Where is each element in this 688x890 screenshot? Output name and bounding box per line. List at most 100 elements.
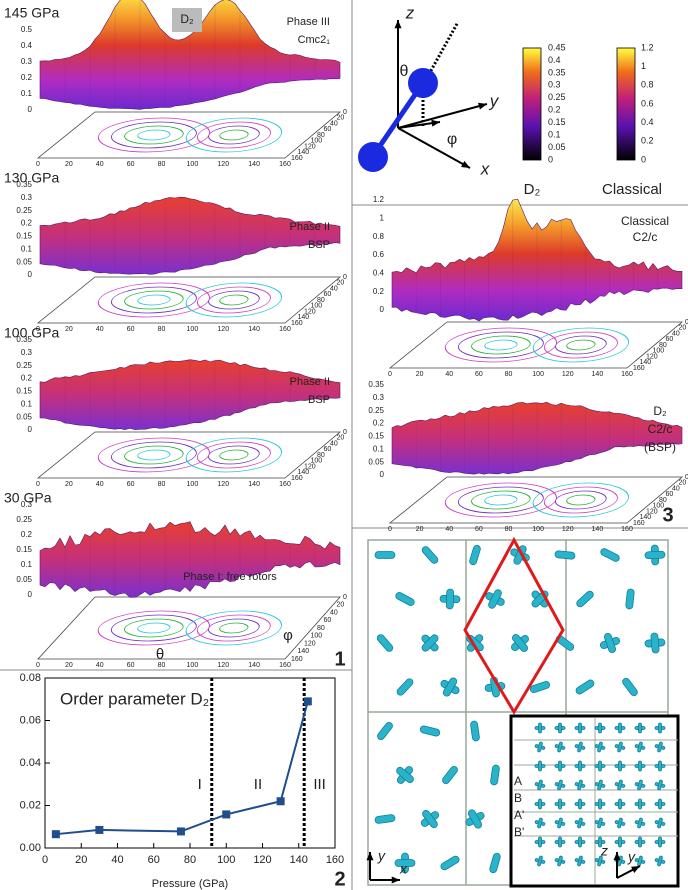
phi-tick-label: 100: [311, 303, 323, 310]
z-tick-label: 0.05: [16, 257, 32, 266]
phi-tick-label: 0: [685, 319, 688, 326]
theta-tick-label: 0: [36, 481, 40, 488]
phi-tick-label: 0: [685, 474, 688, 481]
x-tick-label: 80: [184, 854, 196, 866]
z-tick-label: 0: [380, 470, 385, 479]
molecule: [578, 836, 582, 848]
contour: [137, 294, 171, 306]
phi-tick-label: 80: [659, 342, 667, 349]
theta-tick-label: 160: [279, 326, 291, 333]
molecule: [637, 779, 643, 791]
floor: [388, 321, 684, 369]
contour: [124, 445, 184, 465]
contour: [566, 494, 596, 506]
contour: [219, 129, 249, 141]
molecule: [576, 590, 594, 608]
theta-tick-label: 120: [217, 326, 229, 333]
phi-tick-label: 80: [317, 452, 325, 459]
phi-tick-label: 140: [298, 314, 310, 321]
theta-tick-label: 160: [621, 526, 633, 533]
phi-tick-label: 120: [304, 308, 316, 315]
phi-tick-label: 160: [291, 320, 303, 327]
theta-tick-label: 160: [621, 371, 633, 378]
surface: [39, 521, 341, 598]
z-tick-label: 0.3: [21, 348, 33, 357]
z-tick-label: 0.25: [368, 406, 384, 415]
colorbar-tick-label: 0.6: [641, 98, 654, 108]
molecule: [600, 548, 620, 562]
phi-tick-label: 60: [666, 491, 674, 498]
molecule: [374, 551, 396, 559]
theta-tick-label: 140: [592, 526, 604, 533]
contour: [219, 294, 249, 306]
z-tick-label: 0.5: [21, 25, 33, 34]
molecule: [638, 760, 642, 772]
theta-tick-label: 160: [279, 662, 291, 669]
theta-tick-label: 80: [158, 326, 166, 333]
phi-tick-label: 120: [304, 143, 316, 150]
surface: [391, 198, 683, 322]
z-tick-label: 0.2: [21, 219, 33, 228]
contour: [111, 121, 197, 149]
molecule: [597, 817, 603, 829]
theta-tick-label: 60: [475, 371, 483, 378]
molecule: [618, 760, 622, 772]
region-label: II: [254, 776, 262, 793]
z-tick-label: 0.15: [16, 545, 32, 554]
z-tick-label: 1.2: [373, 195, 385, 204]
panel-number: 1: [334, 648, 345, 670]
molecule: [658, 760, 662, 772]
axis-label: x: [480, 159, 490, 178]
contour: [444, 327, 557, 363]
axis-arrow: [397, 103, 488, 129]
z-tick-label: 0: [28, 425, 33, 434]
z-tick-label: 0: [28, 590, 33, 599]
contour: [185, 117, 283, 153]
molecule: [558, 836, 562, 848]
molecule: [577, 779, 583, 791]
phi-tick-label: 40: [330, 120, 338, 127]
molecule: [650, 632, 660, 654]
contour: [196, 286, 271, 314]
phi-tick-label: 0: [343, 429, 347, 436]
phi-tick-label: 140: [298, 648, 310, 655]
surface: [39, 0, 341, 110]
data-line: [55, 701, 309, 836]
phi-tick-label: 60: [324, 446, 332, 453]
floor: [37, 596, 341, 660]
region-label: I: [198, 776, 202, 793]
contour: [219, 622, 249, 634]
z-tick-label: 0.05: [368, 457, 384, 466]
axis-label: y: [627, 849, 636, 865]
chart-title: Order parameter D₂: [60, 689, 209, 708]
molecule: [470, 720, 480, 742]
floor: [36, 431, 342, 479]
molecule: [598, 722, 602, 734]
colorbar-tick-label: 0.45: [548, 42, 566, 52]
theta-tick-label: 20: [416, 371, 424, 378]
z-tick-label: 0.05: [16, 412, 32, 421]
colorbar-title: Classical: [602, 181, 662, 198]
molecule: [598, 798, 602, 810]
layer-label: A: [514, 774, 522, 788]
phi-tick-label: 100: [653, 348, 665, 355]
theta-tick-label: 140: [592, 371, 604, 378]
theta-tick-label: 100: [187, 161, 199, 168]
theta-tick-label: 20: [65, 662, 73, 669]
phi-tick-label: 100: [311, 458, 323, 465]
colorbar-tick-label: 0.8: [641, 80, 654, 90]
contour: [137, 129, 171, 141]
theta-tick-label: 160: [279, 481, 291, 488]
molecule: [422, 809, 438, 829]
z-tick-label: 0.2: [21, 73, 33, 82]
phi-tick-label: 40: [330, 609, 338, 616]
phi-tick-label: 60: [324, 291, 332, 298]
z-tick-label: 0.15: [16, 387, 32, 396]
theta-tick-label: 0: [388, 526, 392, 533]
phi-tick-label: 40: [330, 285, 338, 292]
pressure-label: 30 GPa: [4, 490, 52, 506]
contour: [471, 335, 531, 355]
molecule: [597, 855, 603, 867]
molecule: [638, 722, 642, 734]
z-tick-label: 0: [380, 305, 385, 314]
